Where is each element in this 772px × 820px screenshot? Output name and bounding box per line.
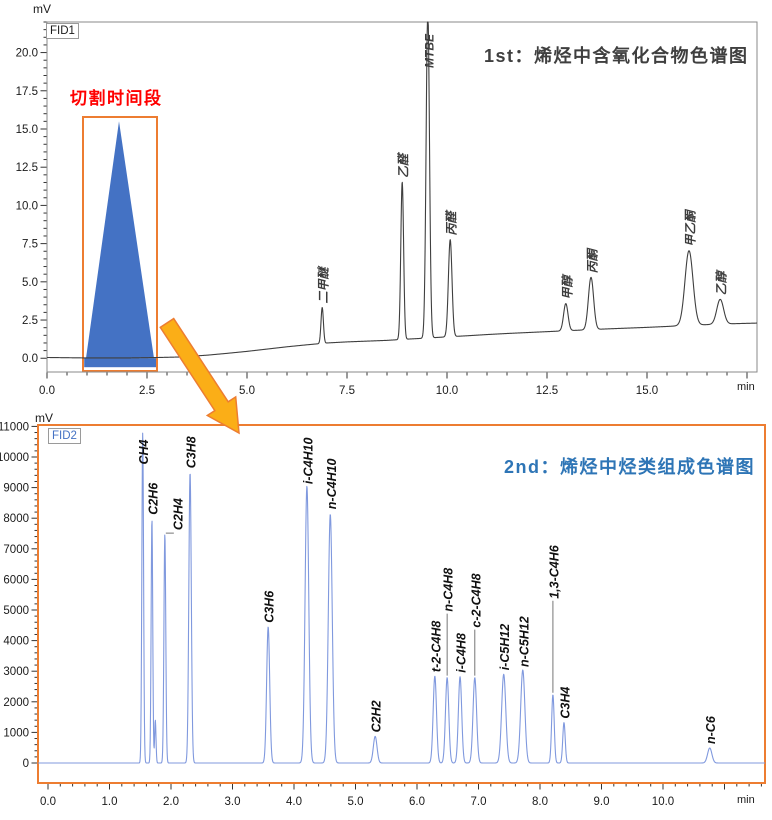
cut-window-box xyxy=(82,116,158,372)
x-tick-label: 2.0 xyxy=(163,796,179,808)
y-tick-label: 20.0 xyxy=(16,48,38,60)
plot-border xyxy=(37,424,766,784)
peak-label: 二甲醚 xyxy=(317,265,331,303)
peak-label: C2H6 xyxy=(146,482,160,515)
y-tick-label: 0 xyxy=(23,758,29,770)
y-tick-label: 0.0 xyxy=(22,353,38,365)
chromatogram-trace xyxy=(46,21,758,359)
peak-label: 乙醇 xyxy=(715,268,729,295)
y-tick-label: 8000 xyxy=(3,513,29,525)
y-tick-label: 5.0 xyxy=(22,277,38,289)
fid2-detector-badge: FID2 xyxy=(48,428,81,444)
x-tick-label: 7.5 xyxy=(339,385,355,397)
x-tick-label: 10.0 xyxy=(652,796,674,808)
peak-label: MTBE xyxy=(422,33,436,68)
peak-label: 丙酮 xyxy=(586,247,600,273)
peak-label: CH4 xyxy=(137,439,151,464)
peak-label: i-C5H12 xyxy=(498,624,512,671)
cut-peak-fill xyxy=(86,121,154,359)
x-tick-label: 4.0 xyxy=(286,796,302,808)
y-tick-label: 2.5 xyxy=(22,315,38,327)
peak-label: n-C5H12 xyxy=(517,616,531,667)
peak-label: n-C4H8 xyxy=(442,568,456,612)
peak-label: n-C4H10 xyxy=(325,458,339,509)
x-tick-label: 8.0 xyxy=(532,796,548,808)
peak-label: C3H4 xyxy=(559,687,573,719)
fid1-y-axis-unit: mV xyxy=(33,2,51,16)
x-tick-label: 0.0 xyxy=(40,796,56,808)
x-tick-label: 15.0 xyxy=(636,385,658,397)
peak-label: C3H8 xyxy=(185,436,199,468)
x-tick-label: 6.0 xyxy=(409,796,425,808)
plot-border xyxy=(46,21,758,373)
peak-label: i-C4H10 xyxy=(301,438,315,485)
fid2-chart-title: 2nd：烯烃中烃类组成色谱图 xyxy=(504,457,755,477)
y-tick-label: 2000 xyxy=(3,697,29,709)
x-tick-label: 5.0 xyxy=(239,385,255,397)
x-tick-label: 7.0 xyxy=(471,796,487,808)
x-tick-label: 2.5 xyxy=(139,385,155,397)
peak-label: n-C6 xyxy=(704,715,718,744)
peak-label: t-2-C4H8 xyxy=(429,621,443,672)
y-tick-label: 10000 xyxy=(0,452,29,464)
peak-label: C2H4 xyxy=(171,498,185,530)
fid1-x-axis-unit: min xyxy=(737,381,755,393)
fid2-chart: 0.0 1.0 2.0 3.0 4.0 5.0 6.0 7.0 8.0 9.0 10.0 0 1000 2… xyxy=(0,421,766,808)
y-tick-label: 4000 xyxy=(3,636,29,648)
fid2-y-axis-unit: mV xyxy=(35,411,53,425)
x-tick-label: 5.0 xyxy=(348,796,364,808)
y-tick-label: 3000 xyxy=(3,666,29,678)
peak-label: 甲乙酮 xyxy=(684,209,698,247)
y-tick-label: 15.0 xyxy=(16,124,38,136)
chromatogram-trace xyxy=(37,432,766,764)
y-tick-label: 7.5 xyxy=(22,239,38,251)
x-tick-label: 0.0 xyxy=(39,385,55,397)
y-tick-label: 17.5 xyxy=(16,86,38,98)
y-tick-label: 10.0 xyxy=(16,200,38,212)
y-tick-label: 12.5 xyxy=(16,162,38,174)
peak-label: 乙醛 xyxy=(397,151,411,178)
peak-label: 丙醛 xyxy=(445,209,459,236)
x-tick-label: 3.0 xyxy=(225,796,241,808)
fid2-x-axis-unit: min xyxy=(737,794,755,806)
y-tick-label: 11000 xyxy=(0,421,29,433)
y-tick-label: 6000 xyxy=(3,574,29,586)
y-tick-label: 7000 xyxy=(3,544,29,556)
cut-time-window-annotation: 切割时间段 xyxy=(70,89,163,108)
y-tick-label: 5000 xyxy=(3,605,29,617)
peak-label: c-2-C4H8 xyxy=(469,573,483,627)
cut-peak-pedestal xyxy=(84,358,158,368)
y-tick-label: 1000 xyxy=(3,727,29,739)
peak-label: C2H2 xyxy=(370,700,384,732)
fid1-chart-title: 1st：烯烃中含氧化合物色谱图 xyxy=(484,46,749,66)
y-tick-label: 9000 xyxy=(3,483,29,495)
x-tick-label: 1.0 xyxy=(102,796,118,808)
x-tick-label: 10.0 xyxy=(436,385,458,397)
peak-label: 甲醇 xyxy=(560,273,574,300)
peak-label: 1,3-C4H6 xyxy=(547,544,561,599)
fid1-detector-badge: FID1 xyxy=(46,23,79,39)
peak-label: i-C4H8 xyxy=(455,633,469,673)
peak-label: C3H6 xyxy=(263,590,277,623)
x-tick-label: 9.0 xyxy=(594,796,610,808)
x-tick-label: 12.5 xyxy=(536,385,558,397)
